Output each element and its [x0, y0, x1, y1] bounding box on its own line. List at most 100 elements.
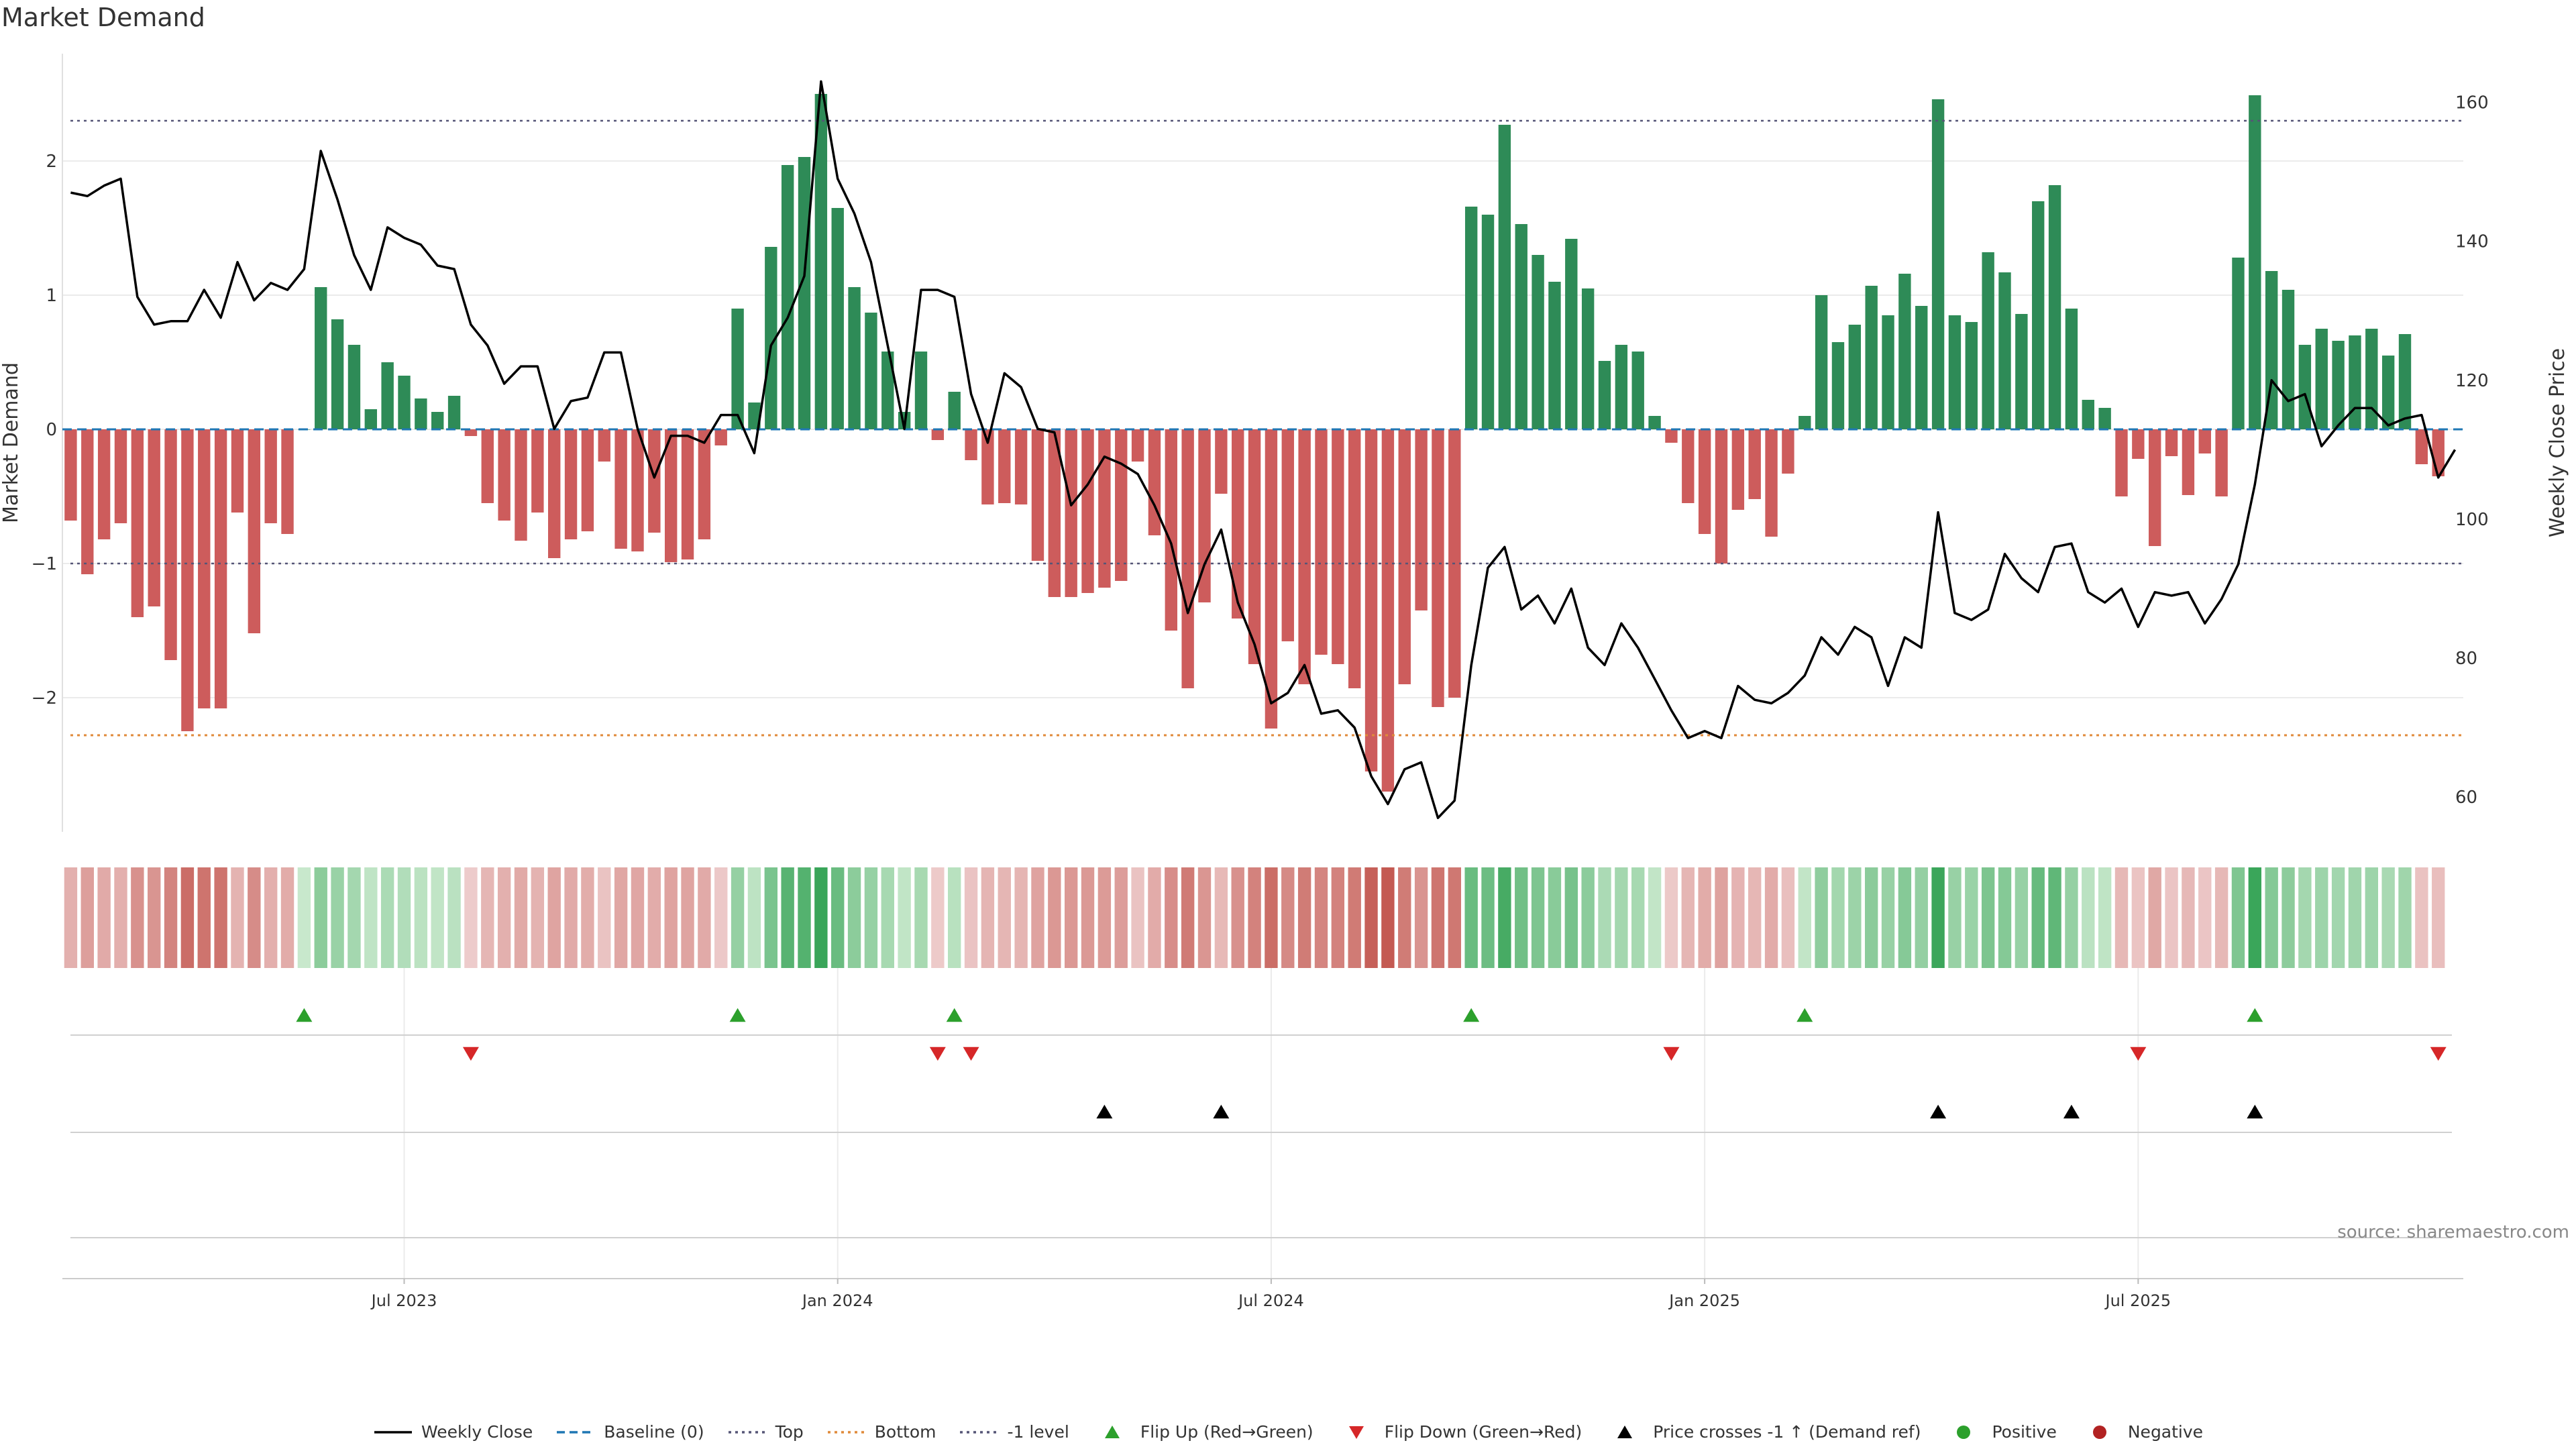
y-right-tick-label: 60 — [2455, 788, 2477, 808]
demand-bar-positive — [1515, 224, 1527, 429]
demand-bar-positive — [2265, 271, 2278, 429]
source-credit: source: sharemaestro.com — [2337, 1222, 2569, 1242]
flip-up-marker — [1463, 1008, 1480, 1022]
heat-strip-cell — [1364, 867, 1378, 968]
demand-bar-positive — [2282, 290, 2295, 429]
demand-bar-positive — [415, 398, 427, 429]
heat-strip-cell — [781, 867, 794, 968]
heat-strip-cell — [1898, 867, 1912, 968]
heat-strip-cell — [264, 867, 278, 968]
demand-bar-positive — [2249, 95, 2261, 429]
x-tick-label: Jul 2023 — [370, 1291, 437, 1310]
heat-strip-cell — [280, 867, 294, 968]
x-axis: Jul 2023 Jan 2024 Jul 2024 Jan 2025 Jul 2025 — [62, 1278, 2463, 1310]
heat-strip-cell — [431, 867, 444, 968]
demand-bar-positive — [748, 402, 761, 429]
reference-lines — [62, 119, 2463, 737]
demand-bar-negative — [164, 429, 177, 660]
heat-strip-cell — [148, 867, 161, 968]
x-tick-label: Jul 2025 — [2104, 1291, 2171, 1310]
demand-bar-positive — [2298, 345, 2312, 429]
heat-strip-cell — [914, 867, 928, 968]
legend-label: Flip Down (Green→Red) — [1384, 1422, 1582, 1442]
heat-strip-cell — [1981, 867, 1995, 968]
y-left-tick-label: −1 — [32, 554, 57, 574]
heat-strip-cell — [1348, 867, 1361, 968]
demand-bar-negative — [2165, 429, 2178, 456]
legend-label: Weekly Close — [421, 1422, 533, 1442]
demand-bar-negative — [1432, 429, 1444, 707]
heat-strip-cell — [180, 867, 195, 968]
flip-up-marker — [2247, 1008, 2263, 1022]
demand-bar-positive — [398, 376, 411, 429]
demand-bar-negative — [614, 429, 627, 549]
heat-strip-cell — [698, 867, 711, 968]
legend-label: Top — [775, 1422, 804, 1442]
heat-strip-cell — [731, 867, 745, 968]
heat-strip-cell — [2182, 867, 2195, 968]
demand-bar-negative — [1248, 429, 1261, 664]
demand-bar-positive — [1548, 282, 1561, 429]
demand-bar-negative — [1014, 429, 1028, 504]
heat-strip-cell — [1131, 867, 1144, 968]
demand-bar-positive — [2015, 314, 2028, 429]
demand-bar-positive — [1532, 255, 1544, 429]
flip-up-marker — [296, 1008, 313, 1022]
legend-item: Weekly Close — [373, 1422, 533, 1442]
heat-strip-cell — [1448, 867, 1462, 968]
demand-bar-negative — [1031, 429, 1044, 561]
y-axes: 2 1 0 −1 −2 160 140 120 100 80 60 Market Demand Week… — [0, 93, 2569, 808]
circle-icon — [2092, 1425, 2106, 1439]
demand-bar-negative — [181, 429, 194, 731]
heat-strip-cell — [481, 867, 494, 968]
demand-bar-negative — [548, 429, 561, 558]
heat-strip-cell — [214, 867, 227, 968]
heat-strip-cell — [1265, 867, 1278, 968]
chart-legend: Weekly Close Baseline (0) Top Bottom -1 leve… — [0, 1422, 2576, 1442]
y-left-axis-label: Market Demand — [0, 362, 23, 523]
demand-bar-negative — [664, 429, 678, 562]
demand-bar-positive — [1898, 274, 1911, 429]
heat-strip-cell — [2398, 867, 2412, 968]
heat-strip-cell — [1548, 867, 1562, 968]
heat-strip-cell — [1281, 867, 1295, 968]
demand-bar-negative — [1665, 429, 1678, 443]
heat-strip-cell — [1764, 867, 1778, 968]
heat-strip-cell — [1664, 867, 1678, 968]
heat-strip-cell — [2365, 867, 2378, 968]
heat-strip-cell — [331, 867, 344, 968]
heat-strip-cell — [948, 867, 961, 968]
y-right-tick-label: 80 — [2455, 649, 2477, 669]
heat-strip-cell — [1931, 867, 1945, 968]
heat-strip-cell — [1148, 867, 1161, 968]
demand-bar-negative — [1165, 429, 1177, 631]
heat-strip-cell — [1648, 867, 1662, 968]
demand-bar-negative — [714, 429, 727, 445]
demand-bar-positive — [1982, 252, 1994, 429]
y-left-tick-label: 2 — [46, 152, 57, 172]
demand-bar-negative — [631, 429, 644, 551]
demand-bar-negative — [64, 429, 77, 521]
demand-bar-negative — [1281, 429, 1294, 641]
heat-strip-cell — [64, 867, 78, 968]
demand-bar-negative — [1682, 429, 1695, 503]
heat-strip-cell — [831, 867, 845, 968]
demand-bar-negative — [148, 429, 160, 606]
heat-strip-cell — [2148, 867, 2161, 968]
heat-strip-cell — [514, 867, 528, 968]
heat-strip-cell — [564, 867, 578, 968]
heat-strip-cell — [1864, 867, 1878, 968]
heat-strip-cell — [1231, 867, 1244, 968]
flip-down-marker — [929, 1046, 946, 1061]
demand-bar-positive — [1598, 361, 1611, 429]
triangle-down-icon — [1348, 1426, 1364, 1439]
demand-bar-positive — [1865, 286, 1878, 429]
heat-strip-cell — [1698, 867, 1711, 968]
heat-strip-cell — [1631, 867, 1645, 968]
heat-strip-cell — [714, 867, 728, 968]
demand-bar-negative — [248, 429, 261, 633]
demand-bar-negative — [598, 429, 610, 462]
demand-bar-negative — [1265, 429, 1278, 729]
demand-bar-negative — [281, 429, 294, 534]
